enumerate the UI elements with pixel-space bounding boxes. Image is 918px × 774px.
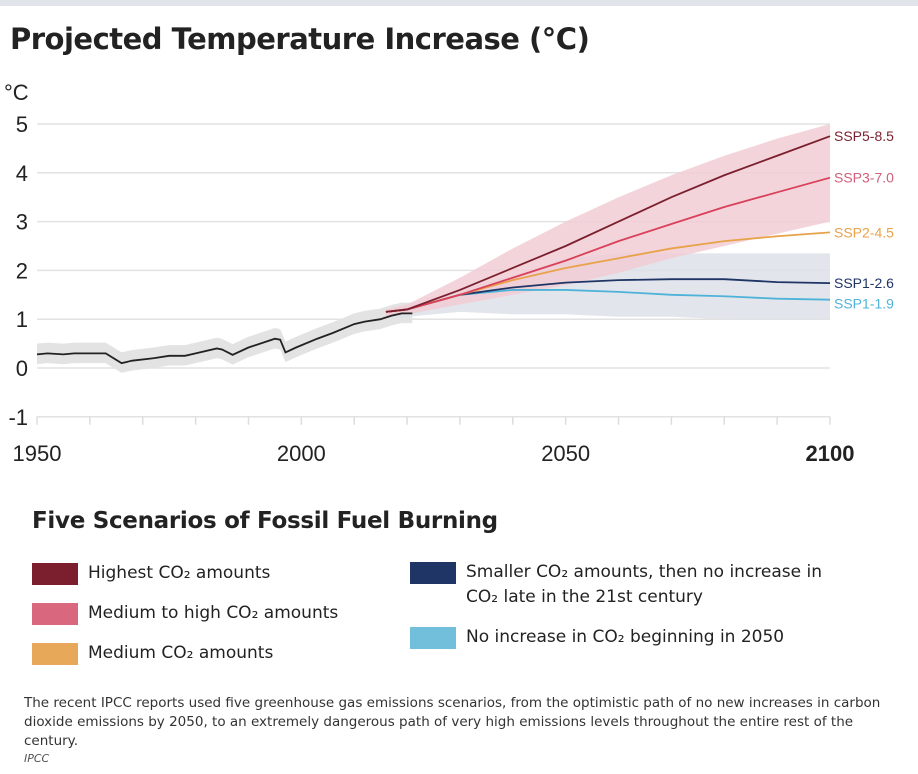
temperature-chart: °C 5 4 3 2 1 0 -1 1950 2000 2050 2100 SSP1-1.9 SSP1-2… — [4, 80, 894, 466]
legend-label: Highest CO₂ amounts — [88, 563, 271, 583]
uncertainty-band — [385, 253, 830, 320]
x-tick-label: 2100 — [806, 441, 855, 466]
legend-swatch — [32, 603, 78, 625]
legend-item-highest: Highest CO₂ amounts — [32, 561, 270, 586]
y-tick-label: 1 — [16, 307, 28, 332]
x-tick-label: 1950 — [13, 441, 62, 466]
series-label-SSP3-7.0: SSP3-7.0 — [834, 170, 894, 186]
legend-swatch — [410, 627, 456, 649]
legend-item-smaller: Smaller CO₂ amounts, then no increase in… — [410, 560, 850, 610]
historical-band — [37, 302, 413, 373]
uncertainty-band — [385, 124, 830, 317]
series-line-SSP3-7.0 — [385, 176, 831, 313]
series-label-SSP5-8.5: SSP5-8.5 — [834, 128, 894, 144]
caption: The recent IPCC reports used five greenh… — [24, 695, 881, 749]
y-tick-label: -1 — [8, 405, 28, 430]
x-tick-label: 2050 — [541, 441, 590, 466]
y-tick-label: 5 — [16, 112, 28, 137]
legend-title: Five Scenarios of Fossil Fuel Burning — [32, 508, 498, 534]
legend-swatch — [410, 562, 456, 584]
legend-swatch — [32, 563, 78, 585]
series-label-SSP2-4.5: SSP2-4.5 — [834, 224, 894, 240]
y-tick-label: 2 — [16, 258, 28, 283]
legend-item-medium: Medium CO₂ amounts — [32, 641, 273, 666]
legend-item-medium-high: Medium to high CO₂ amounts — [32, 601, 338, 626]
x-tick-label: 2000 — [277, 441, 326, 466]
legend-label: Smaller CO₂ amounts, then no increase in… — [466, 562, 823, 607]
chart-title: Projected Temperature Increase (°C) — [10, 22, 590, 56]
legend-item-no-increase: No increase in CO₂ beginning in 2050 — [410, 625, 784, 650]
y-tick-label: 3 — [16, 210, 28, 235]
legend-label: Medium to high CO₂ amounts — [88, 603, 339, 623]
historical-line — [36, 312, 413, 365]
series-line-SSP5-8.5 — [385, 135, 831, 313]
y-tick-label: 0 — [16, 356, 28, 381]
legend-label: Medium CO₂ amounts — [88, 643, 274, 663]
y-axis-label: °C — [4, 80, 29, 105]
legend-swatch — [32, 643, 78, 665]
y-tick-label: 4 — [16, 161, 28, 186]
series-label-SSP1-1.9: SSP1-1.9 — [834, 296, 894, 312]
legend-label: No increase in CO₂ beginning in 2050 — [466, 627, 785, 647]
credit: IPCC — [24, 752, 50, 765]
top-bar — [0, 0, 918, 6]
series-label-SSP1-2.6: SSP1-2.6 — [834, 275, 894, 291]
